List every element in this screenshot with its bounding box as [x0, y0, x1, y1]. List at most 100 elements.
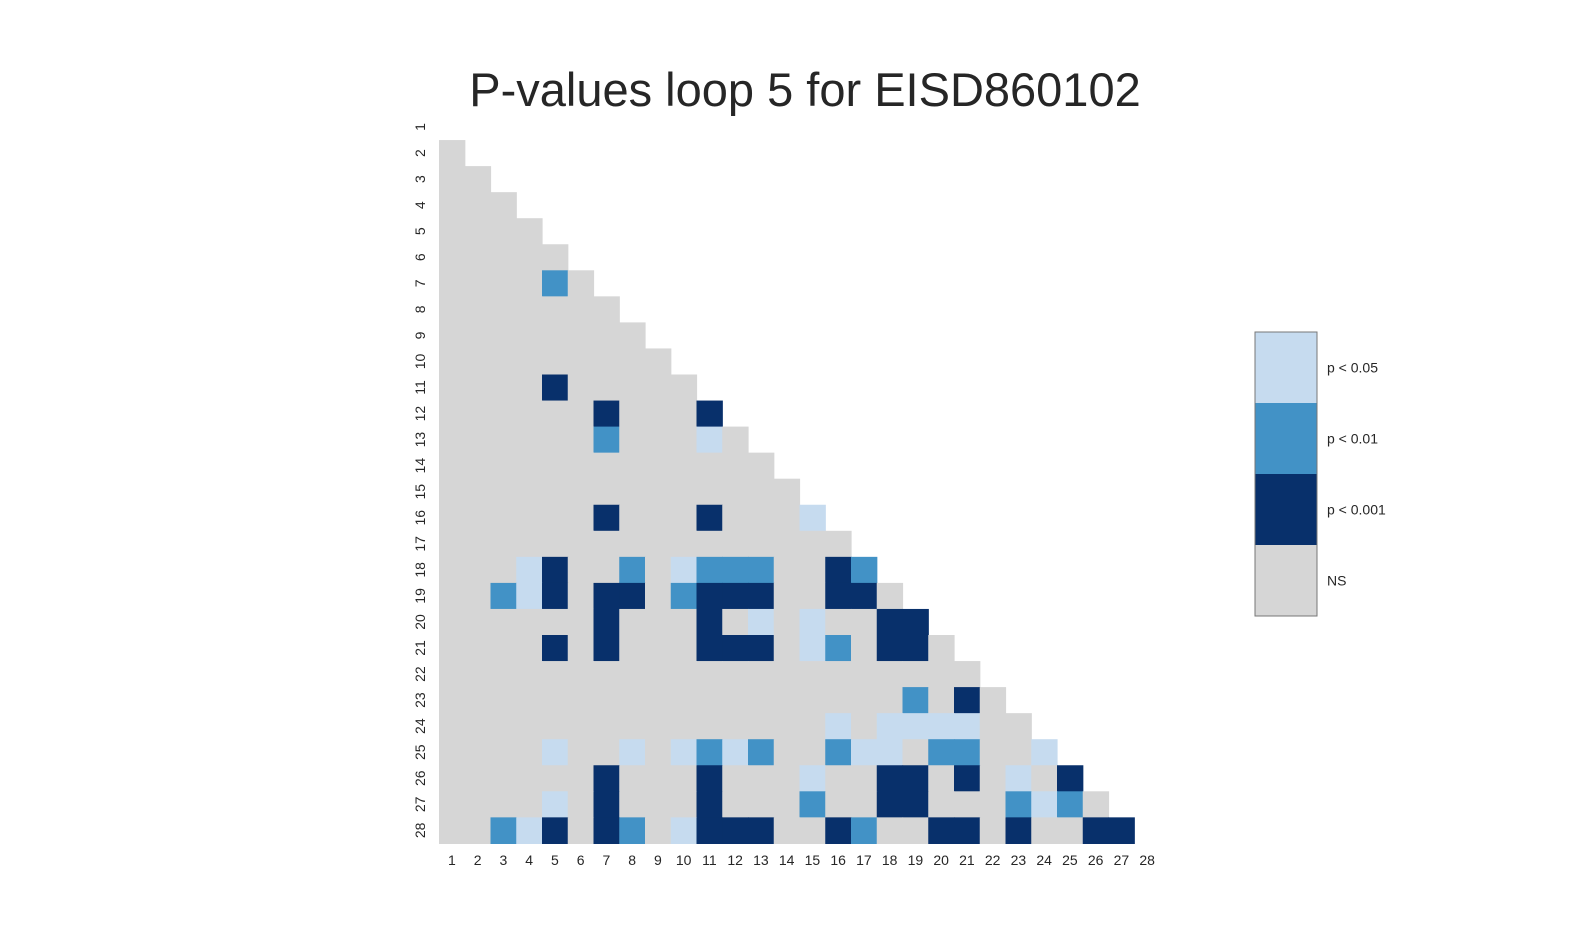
heatmap-cell-r26-c17 [851, 765, 877, 792]
y-tick-label: 23 [412, 692, 428, 708]
heatmap-cell-r28-c22 [980, 817, 1006, 844]
heatmap-cell-r23-c21 [954, 687, 980, 714]
heatmap-cell-r19-c2 [465, 583, 491, 610]
heatmap-cell-r23-c3 [491, 687, 517, 714]
heatmap-cell-r21-c8 [619, 635, 645, 662]
y-tick-label: 28 [412, 822, 428, 838]
heatmap-cell-r7-c2 [465, 270, 491, 297]
heatmap-cell-r8-c3 [491, 296, 517, 323]
x-tick-label: 6 [577, 852, 585, 868]
y-tick-label: 14 [412, 458, 428, 474]
heatmap-cell-r23-c17 [851, 687, 877, 714]
x-tick-label: 11 [702, 852, 717, 868]
heatmap-cell-r22-c7 [594, 661, 620, 688]
heatmap-cell-r28-c18 [877, 817, 903, 844]
heatmap-cell-r28-c11 [697, 817, 723, 844]
heatmap-cell-r25-c13 [748, 739, 774, 766]
heatmap-cell-r13-c7 [594, 427, 620, 454]
legend-swatch-code-1 [1255, 332, 1317, 403]
heatmap-cell-r21-c9 [645, 635, 671, 662]
heatmap-cell-r19-c17 [851, 583, 877, 610]
heatmap-cell-r13-c9 [645, 427, 671, 454]
heatmap-cell-r18-c17 [851, 557, 877, 584]
heatmap-cell-r27-c8 [619, 791, 645, 818]
y-tick-label: 8 [412, 305, 428, 313]
heatmap-cell-r19-c12 [722, 583, 748, 610]
heatmap-cell-r7-c4 [516, 270, 542, 297]
heatmap-cell-r15-c8 [619, 479, 645, 506]
y-tick-label: 24 [412, 718, 428, 734]
heatmap-cell-r7-c1 [439, 270, 465, 297]
heatmap-cell-r17-c16 [825, 531, 851, 558]
heatmap-cell-r18-c6 [568, 557, 594, 584]
heatmap-cell-r18-c13 [748, 557, 774, 584]
heatmap-cell-r13-c1 [439, 427, 465, 454]
heatmap-cell-r11-c9 [645, 375, 671, 402]
heatmap-cell-r28-c6 [568, 817, 594, 844]
heatmap-cell-r24-c3 [491, 713, 517, 740]
heatmap-cell-r4-c3 [491, 192, 517, 219]
heatmap-cell-r27-c12 [722, 791, 748, 818]
y-tick-label: 13 [412, 432, 428, 448]
heatmap-cell-r21-c13 [748, 635, 774, 662]
heatmap-cell-r17-c6 [568, 531, 594, 558]
y-tick-label: 1 [412, 123, 428, 131]
heatmap-cell-r20-c3 [491, 609, 517, 636]
heatmap-cell-r28-c7 [594, 817, 620, 844]
heatmap-cell-r21-c3 [491, 635, 517, 662]
heatmap-cell-r16-c11 [697, 505, 723, 532]
heatmap-cell-r12-c5 [542, 401, 568, 428]
heatmap-cell-r10-c1 [439, 348, 465, 375]
heatmap-cell-r21-c12 [722, 635, 748, 662]
heatmap-cell-r23-c15 [800, 687, 826, 714]
heatmap-cell-r12-c10 [671, 401, 697, 428]
y-tick-label: 4 [412, 201, 428, 209]
heatmap-cell-r20-c11 [697, 609, 723, 636]
heatmap-cell-r25-c7 [594, 739, 620, 766]
heatmap-cell-r15-c10 [671, 479, 697, 506]
heatmap-cell-r20-c19 [903, 609, 929, 636]
heatmap-cell-r23-c10 [671, 687, 697, 714]
heatmap-cell-r23-c4 [516, 687, 542, 714]
heatmap-cell-r27-c16 [825, 791, 851, 818]
heatmap-cell-r6-c2 [465, 244, 491, 271]
heatmap-cell-r26-c19 [903, 765, 929, 792]
heatmap-cell-r28-c12 [722, 817, 748, 844]
heatmap-cell-r25-c18 [877, 739, 903, 766]
heatmap-cell-r28-c20 [928, 817, 954, 844]
heatmap-cell-r20-c16 [825, 609, 851, 636]
x-tick-label: 25 [1062, 852, 1078, 868]
heatmap-cell-r27-c18 [877, 791, 903, 818]
heatmap-cell-r23-c16 [825, 687, 851, 714]
heatmap-cell-r19-c6 [568, 583, 594, 610]
heatmap-cell-r9-c1 [439, 322, 465, 349]
heatmap-cell-r21-c7 [594, 635, 620, 662]
heatmap-cell-r16-c13 [748, 505, 774, 532]
heatmap-cell-r24-c21 [954, 713, 980, 740]
heatmap-cell-r27-c23 [1006, 791, 1032, 818]
heatmap-cell-r28-c4 [516, 817, 542, 844]
heatmap-cell-r14-c9 [645, 453, 671, 480]
heatmap-cell-r22-c11 [697, 661, 723, 688]
heatmap-cell-r17-c15 [800, 531, 826, 558]
legend-swatch-ns [1255, 545, 1317, 616]
heatmap-cell-r22-c4 [516, 661, 542, 688]
heatmap-cell-r17-c8 [619, 531, 645, 558]
heatmap-cell-r22-c21 [954, 661, 980, 688]
heatmap-cell-r27-c6 [568, 791, 594, 818]
heatmap-cell-r17-c11 [697, 531, 723, 558]
heatmap-cell-r28-c1 [439, 817, 465, 844]
x-tick-label: 17 [856, 852, 872, 868]
heatmap-cell-r21-c4 [516, 635, 542, 662]
heatmap-cell-r23-c5 [542, 687, 568, 714]
heatmap-cell-r22-c19 [903, 661, 929, 688]
y-tick-label: 6 [412, 253, 428, 261]
heatmap-cell-r19-c3 [491, 583, 517, 610]
legend-label: p < 0.001 [1327, 502, 1386, 518]
heatmap-cell-r26-c1 [439, 765, 465, 792]
heatmap-cell-r6-c5 [542, 244, 568, 271]
x-tick-label: 20 [933, 852, 949, 868]
heatmap-cell-r20-c1 [439, 609, 465, 636]
heatmap-cell-r28-c10 [671, 817, 697, 844]
heatmap-cell-r7-c6 [568, 270, 594, 297]
